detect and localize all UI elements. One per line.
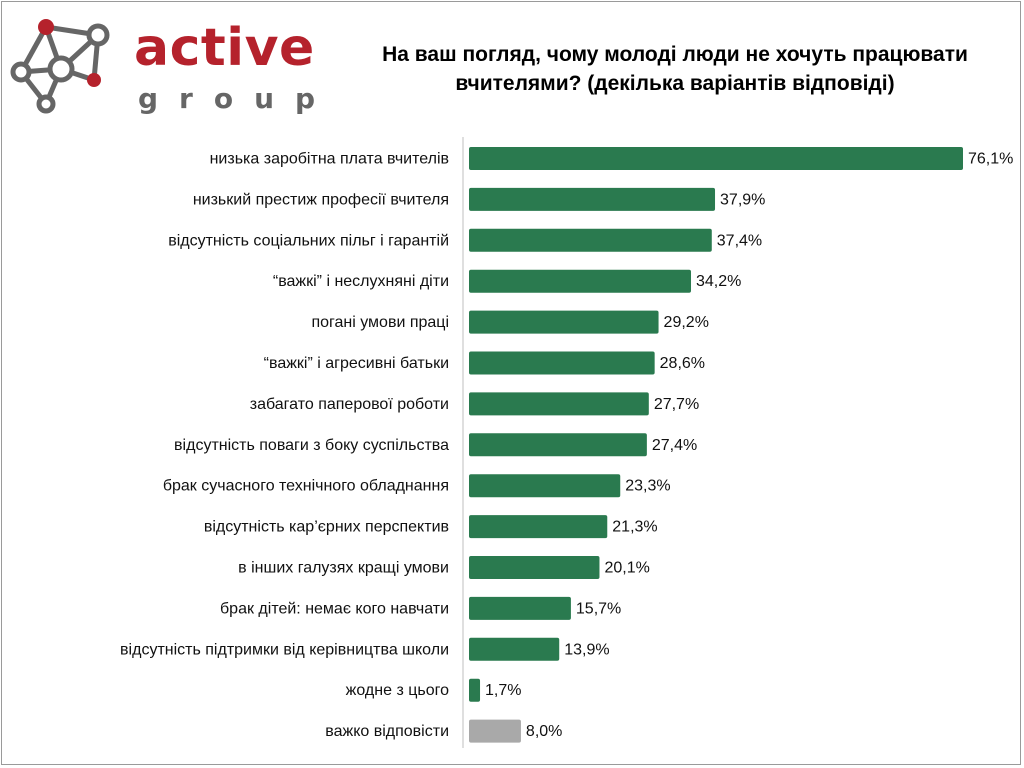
value-label: 20,1% <box>604 560 649 577</box>
category-label: забагато паперової роботи <box>250 396 449 413</box>
bar <box>469 678 481 702</box>
value-label: 23,3% <box>625 478 670 495</box>
value-label: 28,6% <box>660 355 705 372</box>
category-label: відсутність поваги з боку суспільства <box>174 437 449 454</box>
value-label: 21,3% <box>612 519 657 536</box>
category-label: низький престиж професії вчителя <box>193 191 449 208</box>
bar <box>469 228 712 252</box>
value-label: 1,7% <box>485 682 521 699</box>
category-label: в інших галузях кращі умови <box>238 560 449 577</box>
logo-subtitle: group <box>138 82 337 115</box>
bar <box>469 269 692 293</box>
category-label: низька заробітна плата вчителів <box>210 151 449 168</box>
network-logo-icon <box>10 19 110 114</box>
bar <box>469 474 621 498</box>
bar <box>469 596 571 620</box>
category-label: брак сучасного технічного обладнання <box>163 478 449 495</box>
value-label: 15,7% <box>576 600 621 617</box>
bar <box>469 392 649 416</box>
value-label: 76,1% <box>968 151 1013 168</box>
value-label: 37,4% <box>717 232 762 249</box>
category-label: жодне з цього <box>346 682 449 699</box>
category-label: відсутність підтримки від керівництва шк… <box>120 641 449 658</box>
category-label: відсутність кар’єрних перспектив <box>204 519 449 536</box>
bar <box>469 433 647 457</box>
value-label: 13,9% <box>564 641 609 658</box>
category-label: відсутність соціальних пільг і гарантій <box>168 232 449 249</box>
value-label: 8,0% <box>526 723 562 740</box>
bar <box>469 637 560 661</box>
bar <box>469 187 716 211</box>
bar <box>469 147 963 170</box>
value-label: 27,4% <box>652 437 697 454</box>
logo: active group <box>8 14 315 114</box>
bar <box>469 719 521 743</box>
value-label: 27,7% <box>654 396 699 413</box>
bar <box>469 351 655 375</box>
bar <box>469 515 608 539</box>
category-label: “важкі” і неслухняні діти <box>273 273 449 290</box>
value-label: 37,9% <box>720 191 765 208</box>
category-label: “важкі” і агресивні батьки <box>264 355 449 372</box>
category-label: брак дітей: немає кого навчати <box>220 600 449 617</box>
chart-title: На ваш погляд, чому молоді люди не хочут… <box>382 43 968 95</box>
logo-wordmark: active <box>134 18 315 78</box>
category-label: важко відповісти <box>325 723 449 740</box>
value-label: 34,2% <box>696 273 741 290</box>
category-label: погані умови праці <box>311 314 449 331</box>
value-label: 29,2% <box>664 314 709 331</box>
bar <box>469 310 659 334</box>
bar <box>469 556 600 579</box>
